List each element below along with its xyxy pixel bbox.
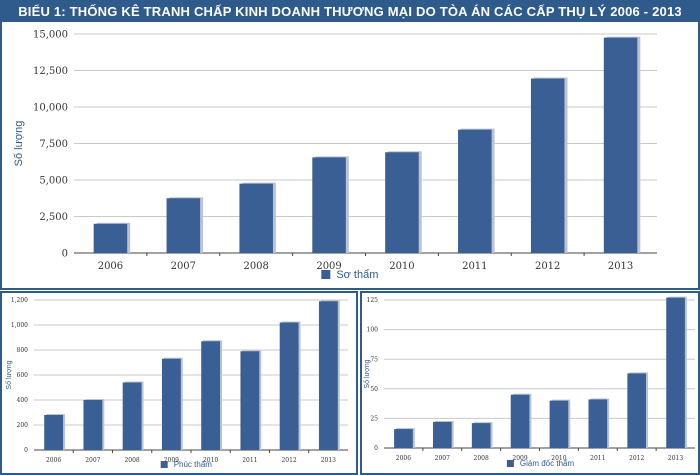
bar <box>83 400 103 450</box>
y-tick-label: 0 <box>62 249 68 260</box>
y-tick-label: 75 <box>370 356 378 363</box>
legend-swatch <box>160 461 168 468</box>
x-tick-label: 2009 <box>164 457 179 464</box>
y-tick-label: 12,500 <box>33 66 68 77</box>
x-tick-label: 2012 <box>281 457 296 464</box>
x-tick-label: 2011 <box>242 457 257 464</box>
x-tick-label: 2011 <box>590 455 605 462</box>
x-tick-label: 2008 <box>243 261 268 272</box>
chart-panel-giam-doc-tham: 0 25 50 75 100 125 Số lượng 2006 2007 2008 2009 201… <box>360 291 700 475</box>
chart-panel-so-tham: 0 2,500 5,000 7,500 10,000 12,500 15,000 Số lượ… <box>0 22 700 290</box>
bar <box>458 129 492 253</box>
y-tick-label: 800 <box>17 347 29 354</box>
bar <box>240 351 260 450</box>
y-tick-label: 10,000 <box>33 103 68 114</box>
legend-label: Sơ thẩm <box>336 269 378 281</box>
y-tick-label: 200 <box>17 422 29 429</box>
bar <box>603 37 638 254</box>
y-tick-label: 125 <box>367 297 379 304</box>
y-axis-label: Số lượng <box>362 359 371 388</box>
x-tick-label: 2012 <box>535 261 560 272</box>
x-tick-label: 2010 <box>203 457 218 464</box>
bar <box>312 157 346 253</box>
bar <box>432 421 452 448</box>
x-tick-label: 2009 <box>512 455 527 462</box>
bar <box>122 382 142 450</box>
y-tick-label: 0 <box>374 445 378 452</box>
y-tick-label: 7,500 <box>39 139 68 150</box>
bar <box>394 429 413 448</box>
y-tick-label: 2,500 <box>39 212 68 223</box>
y-tick-label: 0 <box>24 447 28 454</box>
x-tick-label: 2007 <box>435 455 450 462</box>
x-tick-label: 2012 <box>629 455 644 462</box>
bar <box>666 297 685 448</box>
bar <box>627 373 647 448</box>
x-tick-label: 2013 <box>668 455 683 462</box>
x-tick-label: 2006 <box>46 457 61 464</box>
bar <box>166 198 201 253</box>
bar <box>161 358 181 450</box>
chart-panel-phuc-tham: 0 200 400 600 800 1,000 1,200 Số lượng 2006 2007 2… <box>0 291 358 475</box>
y-axis-label: Số lượng <box>13 121 25 167</box>
x-tick-label: 2010 <box>551 455 566 462</box>
x-tick-label: 2010 <box>389 261 414 272</box>
y-tick-label: 5,000 <box>39 176 68 187</box>
y-tick-label: 100 <box>367 327 379 334</box>
x-tick-label: 2013 <box>321 457 336 464</box>
bar <box>279 322 299 450</box>
y-tick-label: 1,000 <box>11 322 28 329</box>
x-tick-label: 2009 <box>316 261 341 272</box>
legend-swatch <box>506 460 514 467</box>
legend-label: Giám đốc thẩm <box>520 459 575 468</box>
chart-phuc-tham: 0 200 400 600 800 1,000 1,200 Số lượng 2006 2007 2… <box>4 297 348 469</box>
y-tick-label: 600 <box>17 372 29 379</box>
x-tick-label: 2007 <box>85 457 100 464</box>
x-tick-label: 2006 <box>396 455 411 462</box>
bar <box>318 301 338 450</box>
bar <box>549 400 569 448</box>
x-tick-label: 2013 <box>608 261 633 272</box>
bar <box>201 341 221 450</box>
y-tick-label: 50 <box>370 386 378 393</box>
x-tick-label: 2008 <box>124 457 139 464</box>
y-tick-label: 400 <box>17 397 29 404</box>
chart-giam-doc-tham: 0 25 50 75 100 125 Số lượng 2006 2007 2008 2009 201… <box>362 296 695 468</box>
bar <box>588 399 608 448</box>
bar <box>530 78 565 253</box>
chart-title: BIỂU 1: THỐNG KÊ TRANH CHẤP KINH DOANH T… <box>0 0 700 22</box>
y-tick-label: 25 <box>370 416 378 423</box>
y-tick-label: 1,200 <box>11 297 28 304</box>
x-tick-label: 2011 <box>462 261 487 272</box>
bar <box>93 223 128 253</box>
x-tick-label: 2007 <box>171 261 196 272</box>
legend-label: Phúc thẩm <box>174 460 213 469</box>
y-axis-label: Số lượng <box>4 360 13 389</box>
y-tick-label: 15,000 <box>33 30 68 41</box>
legend-swatch <box>321 270 331 279</box>
x-tick-label: 2008 <box>474 455 489 462</box>
x-tick-label: 2006 <box>98 261 123 272</box>
bar <box>510 394 530 448</box>
bar <box>385 152 419 253</box>
bar <box>44 415 64 450</box>
bar <box>471 423 491 448</box>
bar <box>239 183 273 253</box>
chart-so-tham: 0 2,500 5,000 7,500 10,000 12,500 15,000 Số lượ… <box>13 30 657 281</box>
